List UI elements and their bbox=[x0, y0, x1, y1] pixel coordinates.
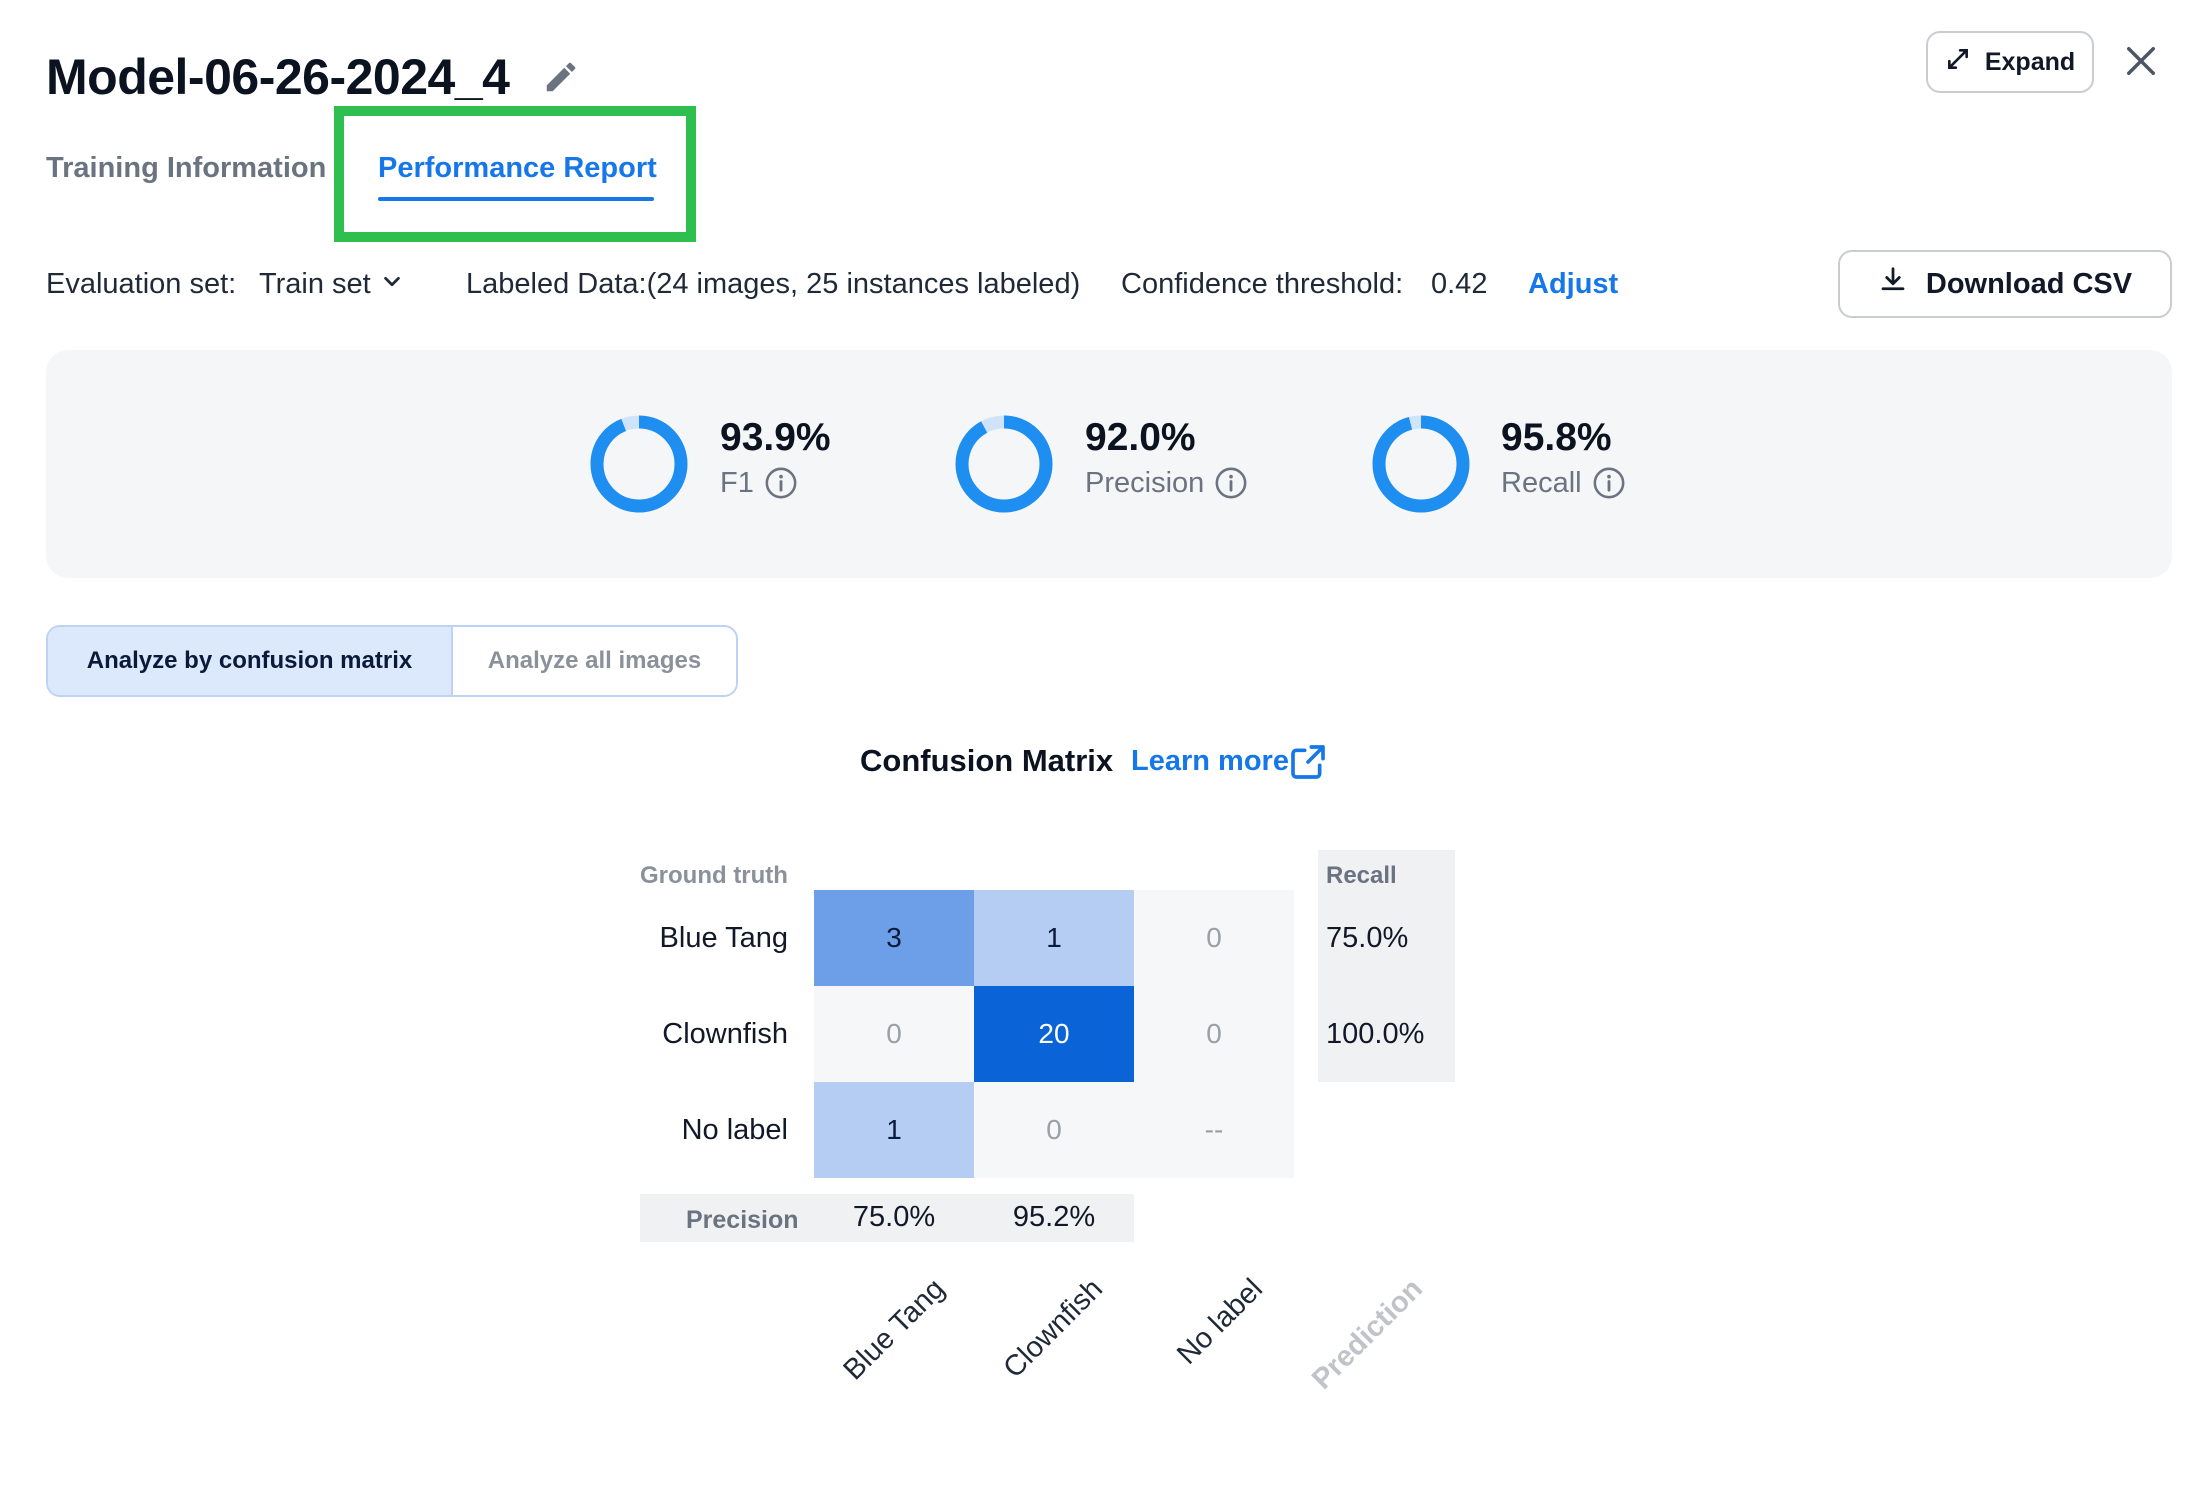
matrix-cell[interactable]: 3 bbox=[814, 890, 974, 986]
f1-label-group: F1 bbox=[720, 466, 798, 500]
evaluation-set-select[interactable]: Train set bbox=[259, 268, 403, 301]
recall-label-group: Recall bbox=[1501, 466, 1626, 500]
recall-value-blue-tang: 75.0% bbox=[1326, 922, 1409, 954]
download-csv-label: Download CSV bbox=[1925, 267, 2133, 300]
expand-button[interactable]: Expand bbox=[1926, 31, 2094, 93]
recall-label: Recall bbox=[1501, 466, 1582, 499]
f1-ring-chart bbox=[590, 415, 688, 513]
f1-label: F1 bbox=[720, 466, 754, 499]
tab-performance-report[interactable]: Performance Report bbox=[378, 152, 657, 184]
recall-header: Recall bbox=[1326, 862, 1397, 889]
chevron-down-icon bbox=[381, 268, 403, 301]
confusion-matrix-title: Confusion Matrix bbox=[860, 743, 1114, 778]
row-label-blue-tang: Blue Tang bbox=[659, 922, 788, 954]
precision-header: Precision bbox=[686, 1206, 799, 1234]
recall-ring-chart bbox=[1372, 415, 1470, 513]
expand-arrows-icon bbox=[1945, 46, 1971, 79]
confidence-threshold-label: Confidence threshold: bbox=[1121, 268, 1404, 300]
info-icon[interactable] bbox=[764, 466, 798, 500]
pencil-icon[interactable] bbox=[542, 58, 580, 96]
info-icon[interactable] bbox=[1214, 466, 1248, 500]
precision-row bbox=[640, 1194, 1134, 1242]
row-label-no-label: No label bbox=[681, 1114, 788, 1146]
matrix-cell[interactable]: 0 bbox=[1134, 986, 1294, 1082]
matrix-cell[interactable]: 1 bbox=[814, 1082, 974, 1178]
matrix-cell: -- bbox=[1134, 1082, 1294, 1178]
evaluation-set-value: Train set bbox=[259, 268, 371, 300]
precision-value-clownfish: 95.2% bbox=[1012, 1201, 1096, 1233]
precision-value: 92.0% bbox=[1085, 416, 1196, 459]
info-icon[interactable] bbox=[1592, 466, 1626, 500]
download-csv-button[interactable]: Download CSV bbox=[1838, 250, 2172, 318]
labeled-data-summary: Labeled Data:(24 images, 25 instances la… bbox=[466, 268, 1081, 300]
analyze-all-images-button[interactable]: Analyze all images bbox=[453, 627, 736, 695]
precision-label: Precision bbox=[1085, 466, 1205, 499]
analyze-mode-toggle: Analyze by confusion matrix Analyze all … bbox=[46, 625, 738, 697]
matrix-cell[interactable]: 0 bbox=[1134, 890, 1294, 986]
recall-column bbox=[1318, 850, 1455, 1082]
learn-more-link[interactable]: Learn more bbox=[1131, 745, 1289, 777]
ground-truth-label: Ground truth bbox=[640, 862, 788, 889]
row-label-clownfish: Clownfish bbox=[662, 1018, 788, 1050]
metrics-panel bbox=[46, 350, 2172, 578]
precision-value-blue-tang: 75.0% bbox=[852, 1201, 936, 1233]
f1-value: 93.9% bbox=[720, 416, 831, 459]
analyze-confusion-matrix-button[interactable]: Analyze by confusion matrix bbox=[48, 627, 453, 695]
matrix-cell[interactable]: 0 bbox=[814, 986, 974, 1082]
close-icon[interactable] bbox=[2120, 40, 2162, 82]
precision-label-group: Precision bbox=[1085, 466, 1248, 500]
matrix-cell[interactable]: 1 bbox=[974, 890, 1134, 986]
precision-ring-chart bbox=[955, 415, 1053, 513]
model-title: Model-06-26-2024_4 bbox=[46, 49, 510, 105]
adjust-link[interactable]: Adjust bbox=[1528, 268, 1619, 300]
active-tab-indicator bbox=[378, 197, 654, 201]
recall-value: 95.8% bbox=[1501, 416, 1612, 459]
tab-training-information[interactable]: Training Information bbox=[46, 152, 327, 184]
evaluation-set-label: Evaluation set: bbox=[46, 268, 237, 300]
confidence-threshold-value: 0.42 bbox=[1431, 268, 1488, 300]
highlight-box bbox=[334, 106, 696, 242]
expand-label: Expand bbox=[1984, 47, 2076, 76]
matrix-cell[interactable]: 20 bbox=[974, 986, 1134, 1082]
download-icon bbox=[1878, 265, 1908, 303]
matrix-cell[interactable]: 0 bbox=[974, 1082, 1134, 1178]
recall-value-clownfish: 100.0% bbox=[1326, 1018, 1425, 1050]
external-link-icon[interactable] bbox=[1288, 742, 1328, 782]
